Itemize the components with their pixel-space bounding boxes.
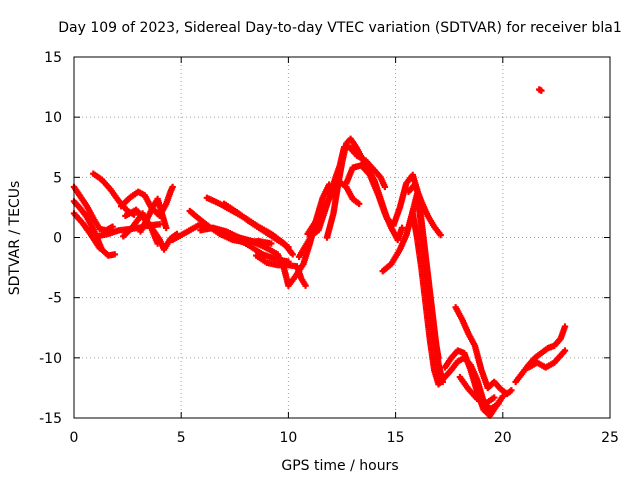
data-point <box>437 231 444 239</box>
y-tick-label: -10 <box>39 351 62 367</box>
series-track-m <box>220 200 292 251</box>
data-point <box>381 183 389 191</box>
data-point <box>162 224 170 232</box>
x-axis-label: GPS time / hours <box>281 458 398 474</box>
series-track-o <box>253 252 309 289</box>
data-point <box>508 387 515 394</box>
chart-title: Day 109 of 2023, Sidereal Day-to-day VTE… <box>58 20 621 36</box>
y-tick-label: -15 <box>39 411 62 427</box>
data-point <box>302 282 309 289</box>
data-point <box>398 224 406 232</box>
x-tick-label: 15 <box>387 430 405 446</box>
data-point <box>289 251 296 258</box>
axis-ticks: 0 5 10 15 20 25 -15 -10 -5 0 5 10 15 <box>39 50 619 446</box>
series-track-s <box>343 162 406 244</box>
y-tick-label: 10 <box>44 110 62 126</box>
series-track-w <box>441 347 506 419</box>
series-track-c <box>70 210 103 252</box>
x-tick-label: 0 <box>70 430 79 446</box>
y-tick-label: 5 <box>53 170 62 186</box>
series-track-x <box>452 304 515 398</box>
data-point <box>355 200 363 208</box>
series-track-y <box>456 373 498 407</box>
data-point <box>111 251 118 258</box>
data-point <box>491 394 498 401</box>
series-track-q <box>304 178 363 238</box>
data-point <box>268 240 275 247</box>
x-tick-label: 20 <box>494 430 512 446</box>
series-track-z <box>512 323 569 386</box>
data-point <box>96 245 103 252</box>
data-series <box>70 86 569 419</box>
data-point <box>561 323 569 330</box>
y-axis-label: SDTVAR / TECUs <box>7 181 23 296</box>
data-point <box>109 223 116 230</box>
x-tick-label: 25 <box>601 430 619 446</box>
series-track-u <box>405 181 444 239</box>
y-tick-label: 15 <box>44 50 62 66</box>
series-track-t <box>379 190 442 362</box>
y-tick-label: -5 <box>48 291 62 307</box>
series-track-a <box>70 183 116 234</box>
data-point <box>154 240 161 247</box>
data-point <box>561 347 569 354</box>
x-tick-label: 5 <box>177 430 186 446</box>
series-outlier <box>536 86 545 94</box>
data-point <box>538 87 545 94</box>
data-point <box>285 243 292 251</box>
y-tick-label: 0 <box>53 231 62 247</box>
data-point <box>435 354 442 362</box>
data-point <box>169 183 176 191</box>
series-track-i <box>120 210 161 247</box>
x-tick-label: 10 <box>279 430 297 446</box>
series-track-za <box>525 347 569 371</box>
